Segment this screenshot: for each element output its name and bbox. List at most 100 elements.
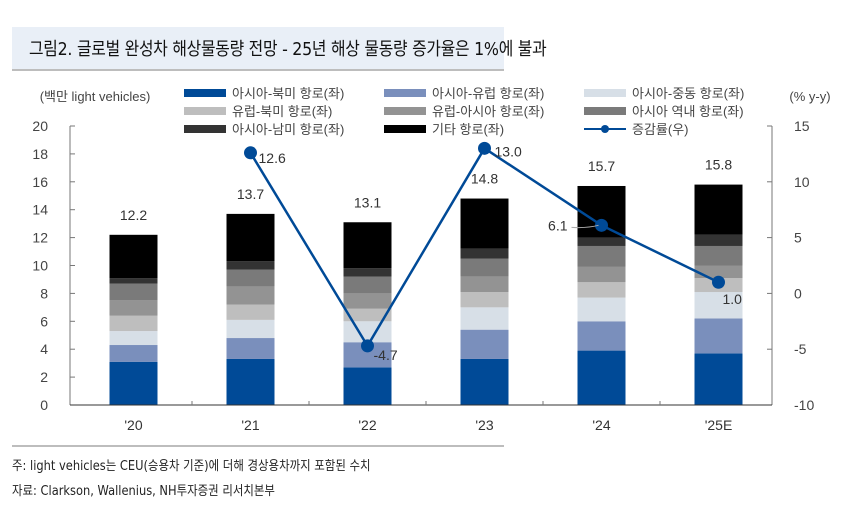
bar-segment (109, 315, 158, 332)
bar-segment (460, 358, 509, 405)
bar-segment (109, 283, 158, 301)
bar-segment (226, 304, 275, 320)
legend-label: 아시아-중동 항로(좌) (632, 86, 744, 101)
bar-segment (226, 213, 275, 262)
bar-segment (460, 248, 509, 259)
bar-segment (226, 286, 275, 305)
right-tick-label: 5 (794, 230, 802, 246)
left-axis: 0 2 4 6 8 10 12 14 16 18 20 (32, 118, 75, 413)
left-tick-label: 2 (40, 369, 48, 385)
left-tick-label: 18 (32, 146, 48, 162)
x-tick-label: '23 (475, 417, 493, 433)
growth-marker (712, 275, 725, 289)
bar-segment (694, 234, 743, 246)
bar-segment (109, 361, 158, 405)
bar-segment (694, 184, 743, 235)
bar-segment (694, 245, 743, 266)
bar-segment (226, 358, 275, 405)
legend-label: 아시아-남미 항로(좌) (232, 122, 344, 137)
legend-label: 아시아-유럽 항로(좌) (432, 86, 544, 101)
legend-swatch (584, 107, 626, 115)
legend-marker-swatch (601, 125, 609, 133)
bar-segment (460, 198, 509, 249)
left-tick-label: 20 (32, 118, 48, 134)
legend-swatch (584, 89, 626, 97)
growth-label: 12.6 (259, 150, 286, 166)
legend-swatch (184, 107, 226, 115)
bar-segment (226, 261, 275, 270)
bar-segment (460, 292, 509, 308)
left-tick-label: 6 (40, 313, 48, 329)
footer-divider (12, 445, 504, 447)
bar-segment (343, 321, 392, 343)
bar-segment (577, 237, 626, 246)
growth-marker (478, 141, 491, 155)
growth-marker (361, 339, 374, 353)
bar-segment (343, 222, 392, 269)
legend-label: 증감률(우) (632, 122, 689, 137)
right-tick-label: -10 (794, 397, 814, 413)
total-label: 15.7 (588, 158, 615, 174)
bar-segment (109, 345, 158, 362)
legend-label: 아시아 역내 항로(좌) (632, 104, 744, 119)
source-note: 자료: Clarkson, Wallenius, NH투자증권 리서치본부 (12, 484, 275, 499)
footnote: 주: light vehicles는 CEU(승용차 기준)에 더해 경상용차까… (12, 459, 371, 474)
left-tick-label: 14 (32, 202, 48, 218)
legend-swatch (384, 125, 426, 133)
left-tick-label: 16 (32, 174, 48, 190)
bar-segment (694, 265, 743, 279)
bar-segment (460, 258, 509, 277)
bar-segment (109, 278, 158, 284)
left-tick-label: 0 (40, 397, 48, 413)
bar-segment (694, 353, 743, 405)
legend-swatch (184, 89, 226, 97)
x-tick-label: '22 (358, 417, 376, 433)
growth-label: -4.7 (374, 347, 398, 363)
growth-label: 13.0 (495, 143, 522, 159)
bar-segment (460, 329, 509, 359)
growth-label: 6.1 (548, 217, 568, 233)
x-tick-label: '25E (705, 417, 733, 433)
x-tick-label: '21 (241, 417, 259, 433)
legend-label: 유럽-북미 항로(좌) (232, 104, 332, 119)
bar-segment (460, 276, 509, 293)
legend: 아시아-북미 항로(좌) 아시아-유럽 항로(좌) 아시아-중동 항로(좌) 유럽-북… (184, 86, 744, 137)
legend-label: 기타 항로(좌) (432, 122, 504, 137)
x-tick-label: '20 (124, 417, 142, 433)
bar-segment (577, 350, 626, 405)
x-axis: '20 '21 '22 '23 '24 '25E (70, 401, 772, 433)
growth-marker (595, 218, 608, 232)
bar-segment (109, 234, 158, 279)
bar-segment (460, 307, 509, 330)
growth-label: 1.0 (723, 291, 743, 307)
bar-segment (343, 367, 392, 405)
bar-segment (109, 300, 158, 316)
total-label: 15.8 (705, 157, 732, 173)
bar-segment (226, 269, 275, 287)
bar-segment (577, 321, 626, 351)
x-tick-label: '24 (592, 417, 610, 433)
bar-segment (343, 268, 392, 277)
total-label: 14.8 (471, 171, 498, 187)
total-labels: 12.2 13.7 13.1 14.8 15.7 15.8 (120, 157, 732, 223)
right-tick-label: 10 (794, 174, 810, 190)
growth-line: 12.6 -4.7 13.0 6.1 1.0 (244, 141, 743, 363)
bar-segment (226, 319, 275, 339)
chart-title-bar: 그림2. 글로벌 완성차 해상물동량 전망 - 25년 해상 물동량 증가율은 … (12, 27, 547, 71)
y2-axis-label: (% y-y) (789, 89, 830, 104)
left-tick-label: 10 (32, 258, 48, 274)
bar-segment (343, 308, 392, 322)
right-tick-label: -5 (794, 341, 807, 357)
right-tick-label: 15 (794, 118, 810, 134)
bar-segment (343, 276, 392, 294)
bar-segment (109, 331, 158, 346)
bar-segment (577, 245, 626, 267)
legend-label: 아시아-북미 항로(좌) (232, 86, 344, 101)
bars (109, 184, 743, 405)
legend-swatch (384, 89, 426, 97)
left-tick-label: 12 (32, 230, 48, 246)
left-tick-label: 4 (40, 341, 48, 357)
left-tick-label: 8 (40, 285, 48, 301)
y-axis-label: (백만 light vehicles) (40, 89, 151, 104)
